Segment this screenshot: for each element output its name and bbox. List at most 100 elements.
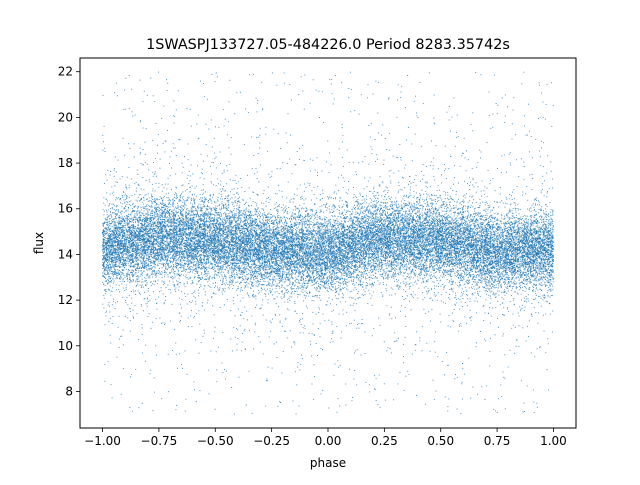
data-point	[551, 234, 552, 235]
data-point	[190, 215, 191, 216]
data-point	[277, 225, 278, 226]
data-point	[254, 247, 255, 248]
data-point	[376, 213, 377, 214]
data-point	[362, 284, 363, 285]
data-point	[493, 113, 494, 114]
data-point	[384, 231, 385, 232]
data-point	[432, 207, 433, 208]
data-point	[206, 239, 207, 240]
data-point	[547, 295, 548, 296]
data-point	[278, 246, 279, 247]
data-point	[362, 212, 363, 213]
data-point	[266, 127, 267, 128]
data-point	[438, 200, 439, 201]
data-point	[387, 202, 388, 203]
data-point	[409, 241, 410, 242]
data-point	[415, 96, 416, 97]
data-point	[250, 198, 251, 199]
data-point	[540, 117, 541, 118]
data-point	[432, 269, 433, 270]
data-point	[517, 255, 518, 256]
data-point	[256, 214, 257, 215]
data-point	[343, 223, 344, 224]
data-point	[426, 193, 427, 194]
data-point	[375, 270, 376, 271]
data-point	[286, 318, 287, 319]
data-point	[376, 254, 377, 255]
data-point	[140, 261, 141, 262]
data-point	[263, 281, 264, 282]
data-point	[195, 304, 196, 305]
data-point	[429, 298, 430, 299]
data-point	[212, 305, 213, 306]
data-point	[181, 217, 182, 218]
data-point	[256, 222, 257, 223]
data-point	[527, 281, 528, 282]
data-point	[295, 371, 296, 372]
data-point	[149, 206, 150, 207]
data-point	[493, 222, 494, 223]
data-point	[337, 276, 338, 277]
data-point	[399, 272, 400, 273]
data-point	[302, 227, 303, 228]
data-point	[131, 89, 132, 90]
data-point	[320, 272, 321, 273]
data-point	[305, 268, 306, 269]
data-point	[124, 275, 125, 276]
data-point	[432, 281, 433, 282]
data-point	[313, 278, 314, 279]
data-point	[463, 279, 464, 280]
data-point	[526, 340, 527, 341]
data-point	[293, 258, 294, 259]
data-point	[407, 204, 408, 205]
data-point	[213, 184, 214, 185]
data-point	[364, 178, 365, 179]
data-point	[303, 208, 304, 209]
data-point	[157, 223, 158, 224]
data-point	[162, 210, 163, 211]
data-point	[405, 259, 406, 260]
data-point	[118, 327, 119, 328]
data-point	[215, 228, 216, 229]
data-point	[188, 272, 189, 273]
data-point	[167, 258, 168, 259]
data-point	[434, 282, 435, 283]
data-point	[290, 200, 291, 201]
data-point	[160, 261, 161, 262]
data-point	[204, 197, 205, 198]
data-point	[398, 254, 399, 255]
data-point	[155, 345, 156, 346]
data-point	[438, 219, 439, 220]
data-point	[221, 194, 222, 195]
data-point	[507, 217, 508, 218]
data-point	[527, 200, 528, 201]
data-point	[186, 219, 187, 220]
data-point	[172, 234, 173, 235]
data-point	[123, 288, 124, 289]
data-point	[316, 210, 317, 211]
data-point	[382, 125, 383, 126]
data-point	[483, 190, 484, 191]
data-point	[114, 218, 115, 219]
data-point	[116, 83, 117, 84]
data-point	[465, 230, 466, 231]
data-point	[323, 237, 324, 238]
data-point	[361, 278, 362, 279]
data-point	[148, 169, 149, 170]
data-point	[453, 97, 454, 98]
data-point	[317, 172, 318, 173]
data-point	[437, 201, 438, 202]
data-point	[335, 237, 336, 238]
data-point	[547, 369, 548, 370]
data-point	[364, 265, 365, 266]
data-point	[327, 245, 328, 246]
data-point	[356, 270, 357, 271]
data-point	[360, 203, 361, 204]
data-point	[331, 209, 332, 210]
data-point	[345, 384, 346, 385]
data-point	[129, 275, 130, 276]
data-point	[284, 331, 285, 332]
data-point	[531, 303, 532, 304]
data-point	[549, 188, 550, 189]
data-point	[531, 242, 532, 243]
